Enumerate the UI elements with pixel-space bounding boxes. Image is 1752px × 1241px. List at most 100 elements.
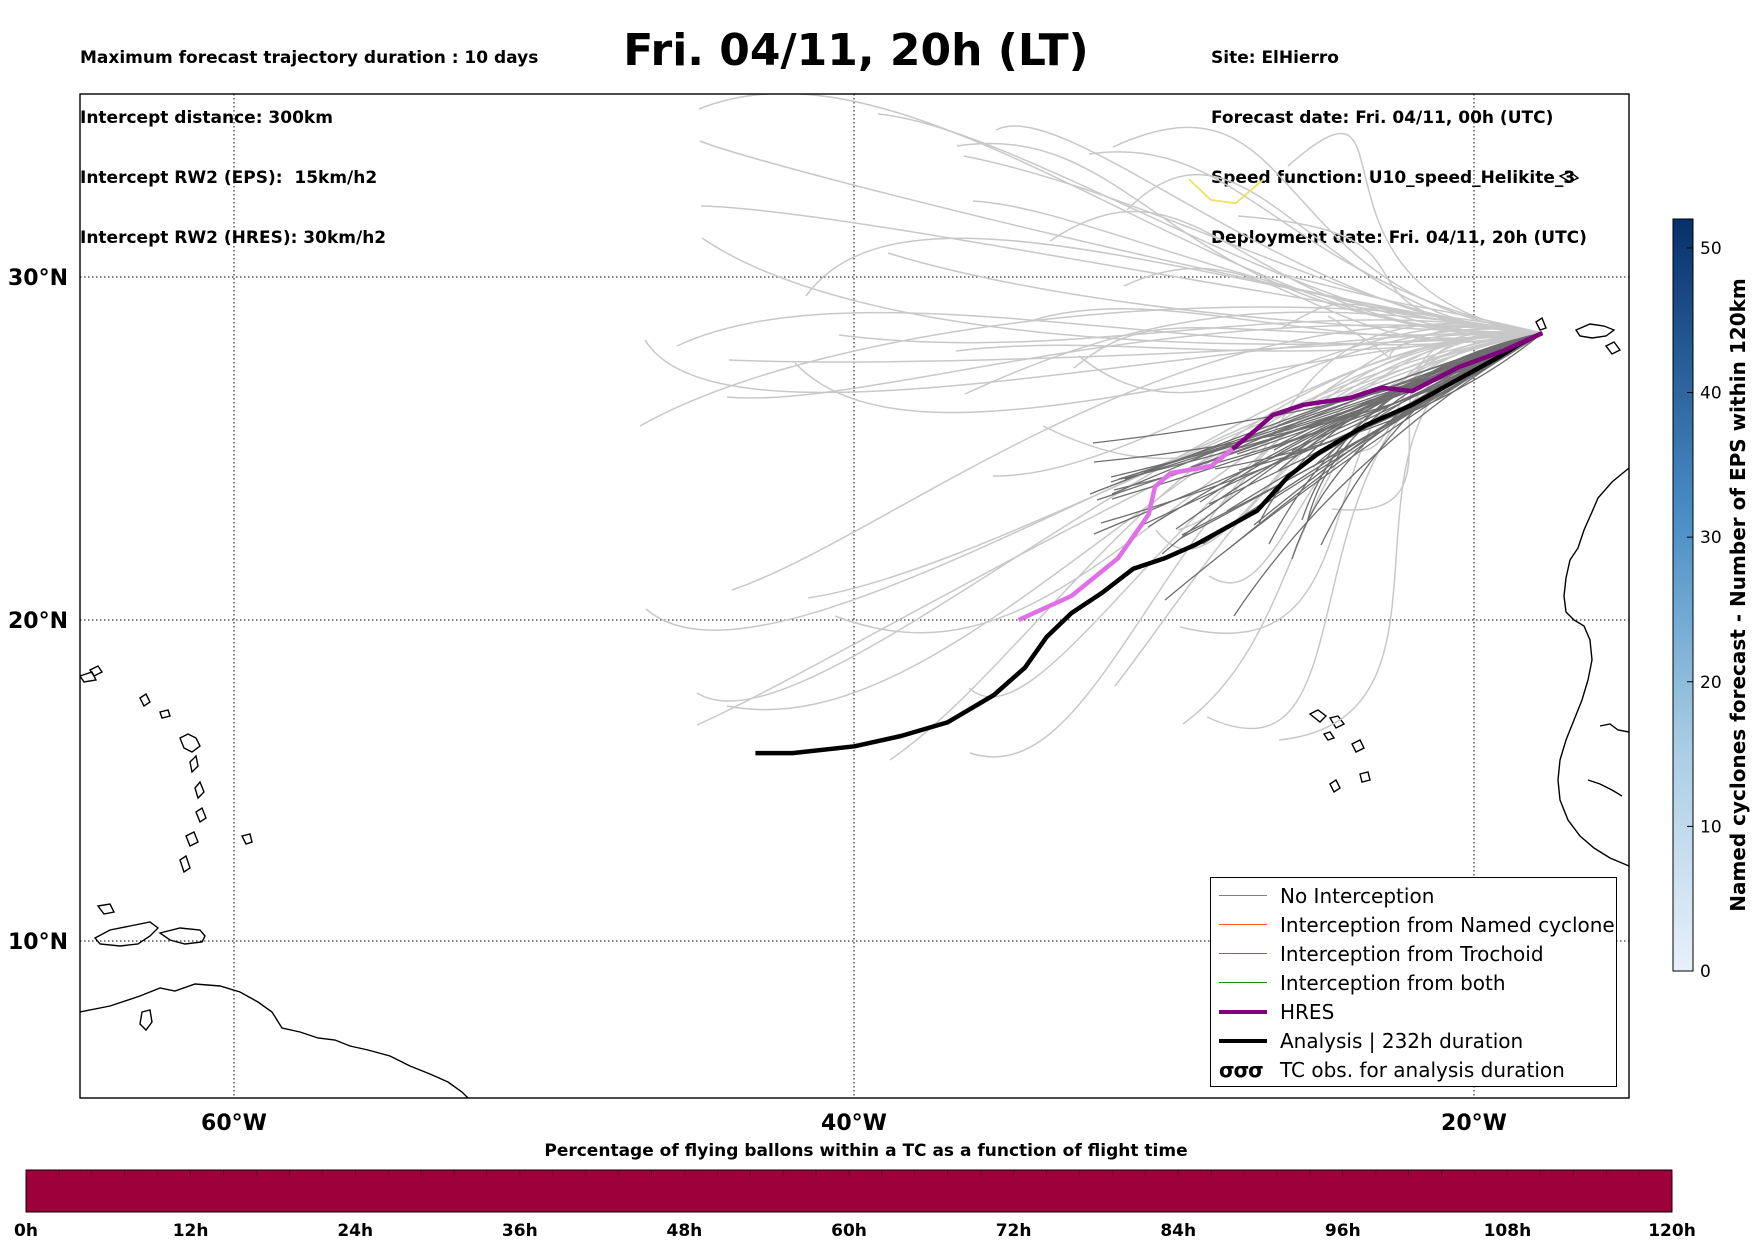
bottom-colorbar-tick-label: 12h: [173, 1221, 209, 1241]
analysis-track: [755, 330, 1544, 756]
rw2-hres-text: Intercept RW2 (HRES): 30km/h2: [80, 228, 387, 248]
ensemble-trajectory: [969, 332, 1543, 758]
legend-item-trochoid: Interception from Trochoid: [1211, 939, 1616, 968]
bottom-colorbar-tick-label: 84h: [1160, 1221, 1196, 1241]
legend-label: TC obs. for analysis duration: [1280, 1057, 1565, 1082]
legend-label: HRES: [1280, 999, 1335, 1024]
map-title: Fri. 04/11, 20h (LT): [623, 25, 1089, 76]
bottom-colorbar-tick-label: 72h: [996, 1221, 1032, 1241]
lon-label: 20°W: [1441, 1111, 1507, 1136]
hres-track-faded: [1017, 447, 1234, 622]
legend-item-no-interception: No Interception: [1211, 881, 1616, 910]
cyclone-symbols-icon: σσσ: [1219, 1057, 1264, 1082]
ensemble-trajectory: [696, 332, 1543, 726]
canary-island: [1574, 323, 1616, 339]
legend-label: Analysis | 232h duration: [1280, 1028, 1524, 1053]
ensemble-trajectory: [645, 332, 1543, 631]
cape-verde-island: [1351, 739, 1365, 753]
bottom-colorbar-tick-label: 96h: [1325, 1221, 1361, 1241]
max-duration-text: Maximum forecast trajectory duration : 1…: [80, 48, 539, 68]
legend-label: Interception from Trochoid: [1280, 941, 1544, 966]
ensemble-trajectory: [1233, 332, 1543, 617]
speed-function-text: Speed function: U10_speed_Helikite_3: [1211, 168, 1576, 188]
hres-track: [1231, 330, 1544, 451]
ensemble-trajectory: [1049, 210, 1543, 335]
colorbar-right-tick-label: 10: [1700, 817, 1722, 837]
lesser-antilles-island: [96, 903, 116, 915]
africa-coast-detail: [1599, 723, 1629, 733]
rw2-eps-text: Intercept RW2 (EPS): 15km/h2: [80, 168, 378, 188]
bottom-colorbar-bar: [25, 1169, 1673, 1213]
legend-item-named-cyclone: Interception from Named cyclone: [1211, 910, 1616, 939]
legend-label: Interception from Named cyclone: [1280, 912, 1615, 937]
ensemble-trajectory: [1078, 325, 1543, 394]
cape-verde-island: [1329, 778, 1341, 794]
colorbar-right-tick-label: 40: [1700, 384, 1722, 404]
ensemble-trajectory: [1088, 151, 1543, 334]
legend-swatch: [1219, 1009, 1267, 1014]
legend-swatch: [1219, 924, 1267, 925]
map-frame: [79, 93, 1630, 1099]
bottom-colorbar-tick-label: 48h: [667, 1221, 703, 1241]
ensemble-trajectory: [1179, 332, 1543, 634]
header-left: Maximum forecast trajectory duration : 1…: [80, 8, 538, 268]
ensemble-trajectory: [698, 94, 1543, 336]
legend-item-analysis: Analysis | 232h duration: [1211, 1026, 1616, 1055]
ensemble-trajectory: [887, 252, 1543, 334]
ensemble-trajectory: [1268, 332, 1543, 545]
ensemble-trajectory: [1112, 126, 1543, 334]
madeira-island: [1558, 171, 1580, 183]
legend-swatch: [1219, 1038, 1267, 1043]
colorbar-right-label: Named cyclones forecast - Number of EPS …: [1726, 278, 1750, 912]
colorbar-right-tick-label: 30: [1700, 528, 1722, 548]
caribbean-island: [80, 671, 98, 683]
ensemble-trajectory: [1330, 331, 1543, 452]
colorbar-right: 0 10 20 30 40 50 Named cyclones forecast - Nu…: [1672, 218, 1750, 982]
cape-verde-island: [1359, 771, 1371, 783]
cape-verde-island: [1328, 715, 1346, 729]
ensemble-trajectory: [955, 332, 1543, 352]
colorbar-right-tick-label: 0: [1700, 962, 1711, 982]
colorbar-right-tick-label: 20: [1700, 673, 1722, 693]
lat-label: 20°N: [8, 609, 68, 634]
coastlines: [80, 171, 1629, 1098]
lesser-antilles-island: [185, 831, 199, 847]
ensemble-trajectory: [1287, 132, 1543, 334]
legend-swatch: [1219, 895, 1267, 896]
lesser-antilles-island: [179, 733, 201, 753]
lesser-antilles-island: [159, 709, 171, 719]
ensemble-trajectory: [1126, 173, 1543, 334]
ensemble-trajectory: [731, 324, 1543, 591]
south-america-coast: [80, 983, 469, 1098]
venezuela-gulf-coast: [93, 921, 160, 947]
bottom-colorbar-tick-label: 120h: [1648, 1221, 1696, 1241]
ensemble-trajectory: [1306, 332, 1543, 524]
bottom-colorbar-tick-label: 36h: [502, 1221, 538, 1241]
canary-island: [1604, 341, 1622, 355]
header-right: Site: ElHierro Forecast date: Fri. 04/11…: [1211, 8, 1587, 268]
lat-label: 30°N: [8, 266, 68, 291]
legend-item-both: Interception from both: [1211, 968, 1616, 997]
ensemble-trajectory: [1331, 330, 1543, 511]
africa-coast-detail: [1587, 779, 1623, 797]
africa-coast: [1557, 467, 1629, 867]
legend-item-tc-obs: σσσ TC obs. for analysis duration: [1211, 1055, 1616, 1084]
lesser-antilles-island: [179, 854, 191, 874]
bottom-colorbar-tick-label: 108h: [1484, 1221, 1532, 1241]
ensemble-trajectory: [639, 306, 1543, 427]
ensemble-trajectory: [676, 311, 1543, 347]
ensemble-trajectory: [838, 319, 1543, 344]
lon-label: 60°W: [201, 1111, 267, 1136]
ensemble-trajectory: [1279, 303, 1543, 334]
ensemble-trajectory: [701, 237, 1543, 345]
ensemble-trajectory: [995, 125, 1543, 334]
bottom-colorbar-title: Percentage of flying ballons within a TC…: [544, 1141, 1187, 1161]
forecast-date-text: Forecast date: Fri. 04/11, 00h (UTC): [1211, 108, 1554, 128]
ensemble-trajectory: [726, 324, 1543, 399]
legend-swatch: [1219, 982, 1267, 983]
bottom-colorbar-tick-label: 60h: [831, 1221, 867, 1241]
cape-verde-island: [1308, 709, 1328, 723]
bottom-colorbar: Percentage of flying ballons within a TC…: [14, 1141, 1696, 1241]
site-text: Site: ElHierro: [1211, 48, 1339, 68]
